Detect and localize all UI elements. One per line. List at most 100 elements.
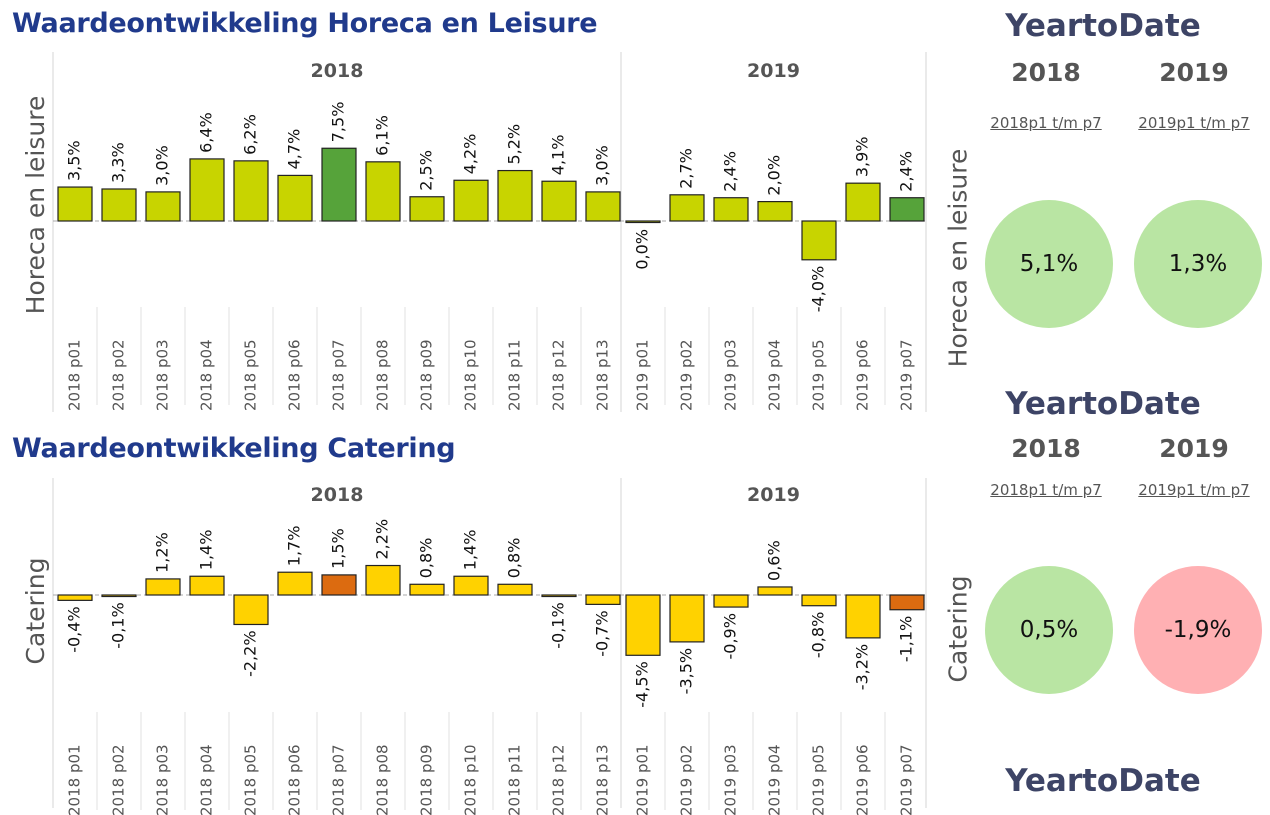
bar-2018-p09	[409, 196, 445, 222]
value-label: -0,1%	[549, 602, 568, 648]
category-label: 2018 p10	[462, 339, 480, 411]
category-label: 2019 p01	[634, 339, 652, 411]
bar-2018-p03	[145, 578, 181, 596]
category-label: 2018 p11	[506, 339, 524, 411]
group-label-2018: 2018	[311, 60, 364, 82]
value-label: -2,2%	[241, 630, 260, 676]
bar-2019-p07	[889, 197, 925, 222]
bar-2019-p03	[713, 197, 749, 222]
bar-2019-p04	[757, 586, 793, 596]
category-label: 2018 p01	[66, 744, 84, 815]
value-label: 6,4%	[197, 112, 216, 153]
ytd-top-year-2018: 2018	[1011, 58, 1081, 87]
bar-2018-p13	[585, 594, 621, 605]
value-label: 2,4%	[721, 151, 740, 192]
value-label: 4,7%	[285, 129, 304, 170]
category-label: 2018 p02	[110, 744, 128, 815]
value-label: 2,2%	[373, 519, 392, 560]
value-label: -0,7%	[593, 610, 612, 656]
value-label: -0,9%	[721, 613, 740, 659]
ytd-bottom-sub-2018: 2018p1 t/m p7	[990, 481, 1102, 499]
value-label: -1,1%	[897, 616, 916, 662]
category-label: 2019 p04	[766, 744, 784, 815]
category-label: 2018 p07	[330, 339, 348, 411]
bar-2018-p12	[541, 180, 577, 222]
value-label: 7,5%	[329, 102, 348, 143]
ytd-top-sub-2019: 2019p1 t/m p7	[1138, 114, 1250, 132]
bar-2018-p01	[57, 594, 93, 601]
group-label-2019: 2019	[747, 484, 800, 506]
ytd-heading-bottom: YeartoDate	[1005, 763, 1201, 799]
value-label: 0,0%	[633, 229, 652, 270]
bar-2019-p02	[669, 194, 705, 222]
bar-2018-p05	[233, 594, 269, 626]
category-label: 2018 p03	[154, 744, 172, 815]
bar-2018-p07	[321, 147, 357, 222]
bar-2018-p09	[409, 583, 445, 596]
category-label: 2019 p04	[766, 339, 784, 411]
category-label: 2019 p05	[810, 744, 828, 815]
category-label: 2018 p09	[418, 339, 436, 411]
value-label: -4,5%	[633, 661, 652, 707]
value-label: 4,2%	[461, 134, 480, 175]
bar-2018-p02	[101, 594, 137, 598]
bar-2019-p05	[801, 594, 837, 607]
bar-2019-p03	[713, 594, 749, 608]
category-label: 2018 p09	[418, 744, 436, 815]
ytd-bottom-year-2018: 2018	[1011, 434, 1081, 463]
value-label: 3,3%	[109, 142, 128, 183]
title-catering: Waardeontwikkeling Catering	[12, 433, 456, 464]
category-label: 2018 p08	[374, 744, 392, 815]
bar-2019-p01	[625, 220, 661, 224]
category-label: 2018 p03	[154, 339, 172, 411]
ytd-heading-middle: YeartoDate	[1005, 386, 1201, 422]
category-label: 2019 p07	[898, 339, 916, 411]
category-label: 2019 p07	[898, 744, 916, 815]
ytd-bottom-year-2019: 2019	[1159, 434, 1229, 463]
ytd-bottom-circle-2018: 0,5%	[985, 566, 1113, 694]
ytd-top-year-2019: 2019	[1159, 58, 1229, 87]
value-label: -3,2%	[853, 644, 872, 690]
y-axis-label: Catering	[21, 558, 50, 665]
bar-2018-p10	[453, 179, 489, 222]
value-label: -3,5%	[677, 648, 696, 694]
category-label: 2018 p04	[198, 339, 216, 411]
category-label: 2019 p03	[722, 339, 740, 411]
value-label: 3,0%	[593, 145, 612, 186]
value-label: 2,5%	[417, 150, 436, 191]
category-label: 2018 p12	[550, 744, 568, 815]
category-label: 2018 p06	[286, 339, 304, 411]
ytd-top-circle-2019: 1,3%	[1134, 200, 1262, 328]
value-label: 1,2%	[153, 532, 172, 573]
bar-2018-p04	[189, 575, 225, 596]
y-axis-label: Horeca en leisure	[21, 96, 50, 315]
bar-2019-p06	[845, 594, 881, 639]
bar-2019-p06	[845, 182, 881, 222]
category-label: 2019 p02	[678, 339, 696, 411]
ytd-bottom-sub-2019: 2019p1 t/m p7	[1138, 481, 1250, 499]
value-label: -0,4%	[65, 606, 84, 652]
value-label: 1,4%	[197, 530, 216, 571]
ytd-top-axis-label: Horeca en leisure	[943, 148, 973, 368]
category-label: 2018 p07	[330, 744, 348, 815]
category-label: 2019 p06	[854, 339, 872, 411]
bar-2018-p06	[277, 571, 313, 596]
value-label: 3,9%	[853, 137, 872, 178]
ytd-heading-top: YeartoDate	[1005, 8, 1201, 44]
category-label: 2019 p06	[854, 744, 872, 815]
category-label: 2019 p03	[722, 744, 740, 815]
ytd-top-circle-2018: 5,1%	[985, 200, 1113, 328]
bar-2018-p05	[233, 160, 269, 222]
value-label: 0,6%	[765, 540, 784, 581]
value-label: 0,8%	[505, 538, 524, 579]
bar-2019-p05	[801, 220, 837, 261]
value-label: 1,5%	[329, 528, 348, 569]
bar-2018-p13	[585, 191, 621, 222]
bar-2018-p06	[277, 174, 313, 222]
bar-2018-p02	[101, 188, 137, 222]
ytd-top-sub-2018: 2018p1 t/m p7	[990, 114, 1102, 132]
category-label: 2018 p11	[506, 744, 524, 815]
value-label: 1,7%	[285, 526, 304, 567]
bar-2018-p08	[365, 564, 401, 596]
value-label: 5,2%	[505, 124, 524, 165]
